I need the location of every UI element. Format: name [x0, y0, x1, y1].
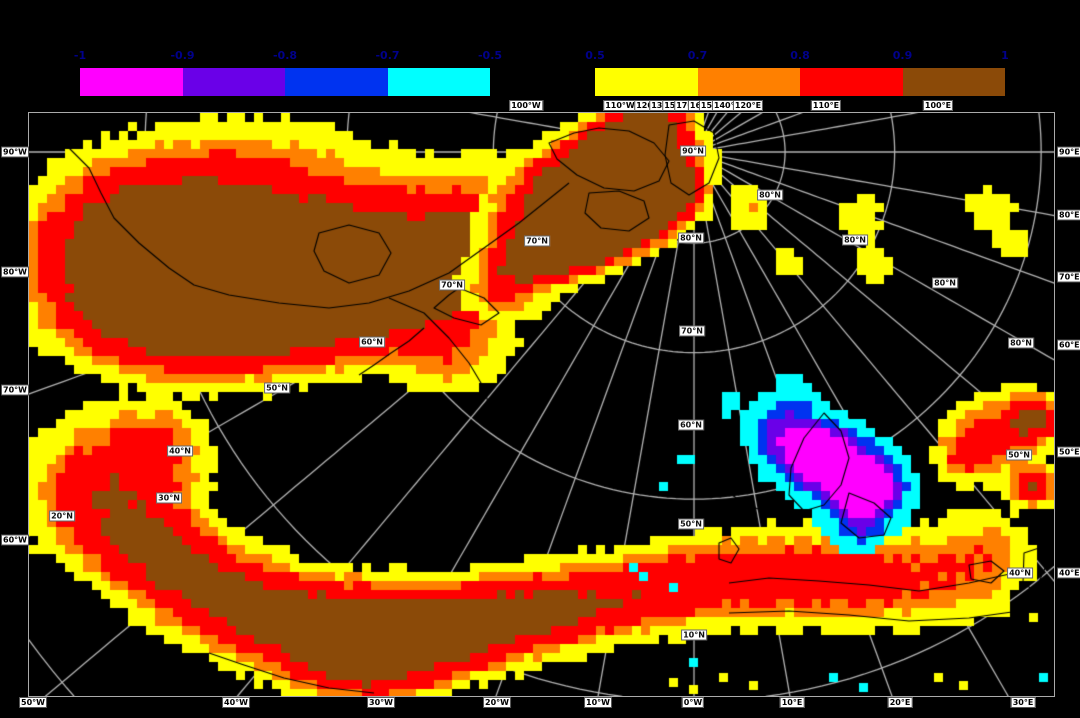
colorbar-segment	[595, 68, 698, 96]
colorbar-tick-label: -0.8	[272, 49, 298, 62]
graticule-label: 60°N	[678, 419, 704, 431]
axis-tick-top: 100°W	[509, 100, 543, 111]
graticule-label: 50°N	[678, 518, 704, 530]
graticule-label: 60°N	[359, 336, 385, 348]
axis-tick-left: 80°W	[1, 266, 29, 278]
axis-tick-bottom: 20°W	[483, 697, 511, 708]
axis-tick-bottom: 10°E	[779, 697, 805, 708]
axis-tick-right: 80°E	[1057, 209, 1080, 221]
axis-tick-top: 110°E	[810, 100, 842, 111]
axis-tick-right: 60°E	[1057, 339, 1080, 351]
axis-tick-right: 90°E	[1057, 146, 1080, 158]
axis-tick-bottom: 40°W	[222, 697, 250, 708]
graticule-label: 50°N	[1006, 449, 1032, 461]
graticule-label: 70°N	[439, 279, 465, 291]
axis-tick-left: 60°W	[1, 534, 29, 546]
graticule-label: 70°N	[679, 325, 705, 337]
axis-tick-left: 70°W	[1, 384, 29, 396]
colorbar-tick-label: 0.9	[892, 49, 913, 62]
positive-correlation-colorbar: 0.5 0.7 0.8 0.9 1	[585, 49, 1009, 96]
graticule-label: 80°N	[932, 277, 958, 289]
colorbar-tick-label: 0.5	[585, 49, 605, 62]
axis-tick-bottom: 10°W	[584, 697, 612, 708]
positive-colorbar-ticklabels: 0.5 0.7 0.8 0.9 1	[585, 49, 1009, 68]
graticule-label: 20°N	[49, 510, 75, 522]
colorbar-segment	[80, 68, 183, 96]
colorbar-segment	[902, 68, 1005, 96]
map-data-canvas	[29, 113, 1054, 696]
graticule-label: 80°N	[757, 189, 783, 201]
axis-tick-bottom: 30°W	[367, 697, 395, 708]
map-frame	[28, 112, 1055, 697]
axis-tick-bottom: 20°E	[887, 697, 913, 708]
negative-colorbar-ticklabels: -1 -0.9 -0.8 -0.7 -0.5	[74, 49, 502, 68]
negative-colorbar-strip	[80, 68, 490, 96]
negative-correlation-colorbar: -1 -0.9 -0.8 -0.7 -0.5	[74, 49, 502, 96]
graticule-label: 50°N	[264, 382, 290, 394]
colorbar-tick-label: 0.8	[790, 49, 810, 62]
axis-tick-right: 40°E	[1057, 567, 1080, 579]
axis-tick-top: 120°E	[732, 100, 764, 111]
colorbar-tick-label: -0.9	[170, 49, 195, 62]
axis-tick-bottom: 0°W	[681, 697, 705, 708]
colorbar-tick-label: -1	[73, 49, 87, 62]
graticule-label: 80°N	[842, 234, 868, 246]
positive-colorbar-strip	[595, 68, 1005, 96]
colorbar-tick-label: 0.7	[687, 49, 708, 62]
colorbar-tick-label: 1	[1001, 49, 1009, 62]
graticule-label: 90°N	[680, 145, 706, 157]
colorbar-segment	[285, 68, 388, 96]
graticule-label: 40°N	[1007, 567, 1033, 579]
axis-tick-left: 90°W	[1, 146, 29, 158]
graticule-label: 10°N	[681, 629, 707, 641]
colorbar-segment	[800, 68, 903, 96]
colorbar-segment	[387, 68, 490, 96]
axis-tick-bottom: 30°E	[1010, 697, 1036, 708]
axis-tick-top: 110°W	[603, 100, 637, 111]
axis-tick-right: 70°E	[1057, 271, 1080, 283]
graticule-label: 80°N	[678, 232, 704, 244]
axis-tick-top: 100°E	[922, 100, 954, 111]
axis-tick-right: 50°E	[1057, 446, 1080, 458]
colorbar-segment	[697, 68, 800, 96]
colorbar-tick-label: -0.7	[375, 49, 400, 62]
colorbar-segment	[182, 68, 285, 96]
graticule-label: 70°N	[524, 235, 550, 247]
axis-tick-bottom: 50°W	[19, 697, 47, 708]
graticule-label: 80°N	[1008, 337, 1034, 349]
graticule-label: 40°N	[167, 445, 193, 457]
colorbar-tick-label: -0.5	[477, 49, 503, 62]
graticule-label: 30°N	[156, 492, 182, 504]
